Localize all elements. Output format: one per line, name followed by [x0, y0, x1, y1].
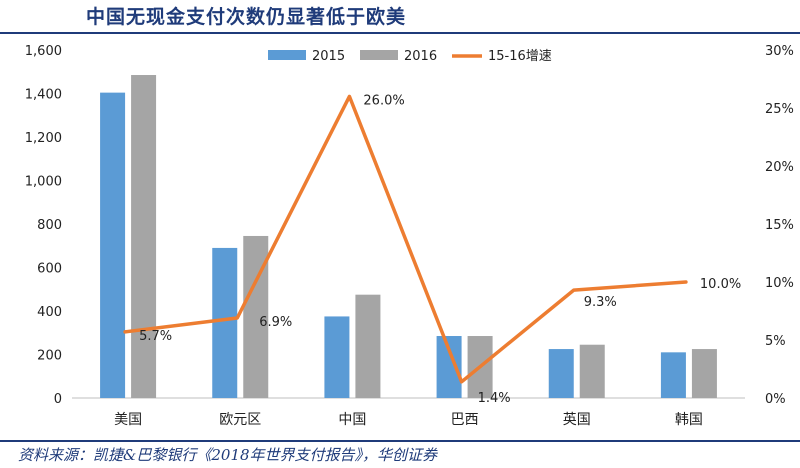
- growth-data-label: 10.0%: [700, 277, 741, 292]
- growth-line: [123, 94, 688, 384]
- bar-2015-3: [324, 316, 350, 398]
- legend-2016-label: 2016: [404, 49, 437, 64]
- right-axis-tick-label: 25%: [765, 102, 794, 117]
- chart-title: 中国无现金支付次数仍显著低于欧美: [86, 6, 407, 28]
- bar-2015-6: [660, 352, 686, 398]
- right-axis-tick-label: 5%: [765, 334, 786, 349]
- left-axis-tick-label: 800: [37, 218, 62, 233]
- left-axis-tick-label: 600: [37, 262, 62, 277]
- category-label: 巴西: [451, 412, 479, 428]
- category-label: 中国: [338, 412, 366, 428]
- bar-2016-1: [131, 75, 157, 398]
- bar-2016-6: [691, 349, 717, 398]
- source-note: 资料来源：凯捷&巴黎银行《2018年世界支付报告》，华创证券: [18, 446, 438, 464]
- right-axis-tick-label: 30%: [765, 44, 794, 59]
- legend-growth-label: 15-16增速: [488, 49, 552, 64]
- left-axis-tick-label: 1,000: [25, 175, 62, 190]
- category-label: 美国: [114, 412, 142, 428]
- legend-2015-label: 2015: [312, 49, 345, 64]
- left-axis-tick-label: 400: [37, 305, 62, 320]
- legend-2015-swatch: [268, 50, 306, 60]
- growth-data-label: 9.3%: [584, 295, 617, 310]
- growth-data-label: 26.0%: [363, 93, 404, 108]
- growth-data-label: 1.4%: [478, 391, 511, 406]
- left-axis-tick-label: 1,200: [25, 131, 62, 146]
- category-label: 英国: [563, 411, 591, 428]
- bar-2015-1: [100, 92, 126, 398]
- left-axis-tick-label: 1,600: [25, 44, 62, 59]
- title-underline: [0, 32, 800, 34]
- bar-2015-5: [548, 349, 574, 398]
- footer-rule: [0, 440, 800, 442]
- bar-2016-5: [579, 344, 605, 398]
- bar-2016-3: [355, 294, 381, 398]
- left-axis-tick-label: 200: [37, 349, 62, 364]
- right-axis-tick-label: 0%: [765, 392, 786, 407]
- right-axis-tick-label: 15%: [765, 218, 794, 233]
- category-label: 韩国: [675, 412, 703, 428]
- legend-2016-swatch: [360, 50, 398, 60]
- right-axis-tick-label: 20%: [765, 160, 794, 175]
- right-axis-tick-label: 10%: [765, 276, 794, 291]
- bar-2015-2: [212, 247, 238, 398]
- growth-data-label: 5.7%: [139, 329, 172, 344]
- left-axis-tick-label: 0: [54, 392, 62, 407]
- category-label: 欧元区: [219, 412, 261, 428]
- growth-data-label: 6.9%: [259, 315, 292, 330]
- left-axis-tick-label: 1,400: [25, 88, 62, 103]
- chart: 0 200 400 600 800 1,000 1,200 1,400 1,600 0% 5% 10%…: [25, 44, 794, 428]
